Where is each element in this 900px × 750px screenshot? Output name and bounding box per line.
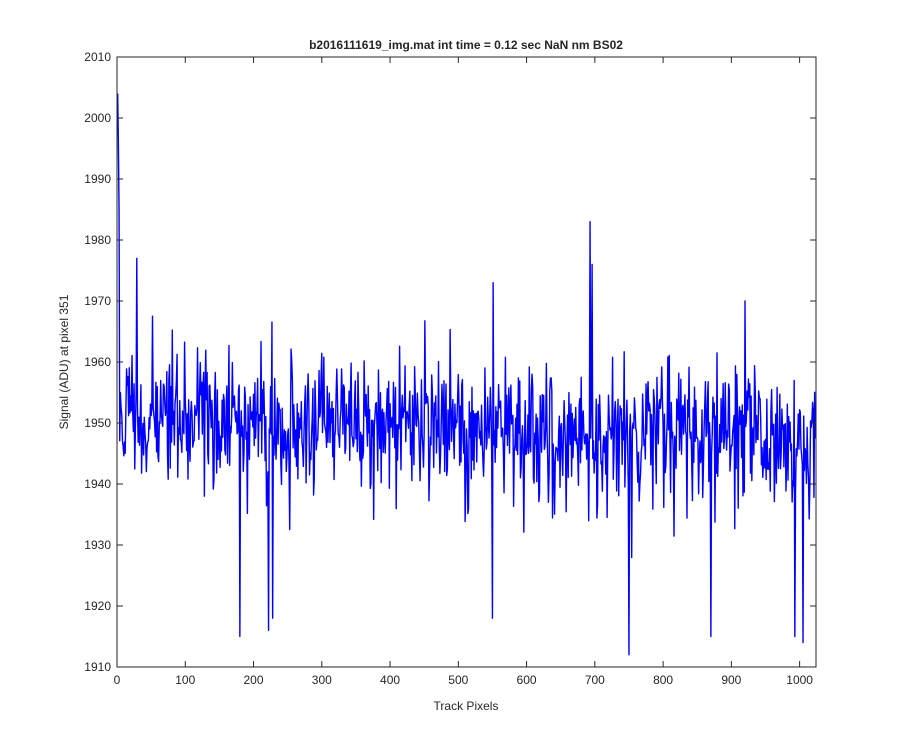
chart-title: b2016111619_img.mat int time = 0.12 sec … (309, 38, 623, 52)
y-tick-label: 1980 (84, 233, 111, 247)
y-tick-label: 1940 (84, 477, 111, 491)
x-tick-label: 1000 (786, 673, 813, 687)
y-tick-label: 1930 (84, 538, 111, 552)
y-tick-label: 1950 (84, 416, 111, 430)
signal-line (116, 93, 817, 656)
x-axis: 0 100 200 300 400 500 600 700 800 900 1000 (114, 57, 813, 687)
x-tick-label: 900 (721, 673, 741, 687)
x-tick-label: 400 (380, 673, 400, 687)
y-axis: 1910 1920 1930 1940 1950 1960 1970 1980 1990 2000… (84, 50, 816, 674)
x-axis-label: Track Pixels (434, 699, 499, 713)
x-tick-label: 0 (114, 673, 121, 687)
series-layer (116, 93, 817, 656)
y-tick-label: 2010 (84, 50, 111, 64)
x-tick-label: 600 (517, 673, 537, 687)
y-tick-label: 1910 (84, 660, 111, 674)
y-tick-label: 1970 (84, 294, 111, 308)
x-tick-label: 700 (585, 673, 605, 687)
x-tick-label: 800 (653, 673, 673, 687)
y-tick-label: 1990 (84, 172, 111, 186)
y-tick-label: 2000 (84, 111, 111, 125)
plot-area (117, 57, 816, 667)
y-axis-label: Signal (ADU) at pixel 351 (57, 294, 71, 429)
y-tick-label: 1960 (84, 355, 111, 369)
x-tick-label: 500 (448, 673, 468, 687)
x-tick-label: 300 (312, 673, 332, 687)
x-tick-label: 200 (244, 673, 264, 687)
x-tick-label: 100 (175, 673, 195, 687)
y-tick-label: 1920 (84, 599, 111, 613)
